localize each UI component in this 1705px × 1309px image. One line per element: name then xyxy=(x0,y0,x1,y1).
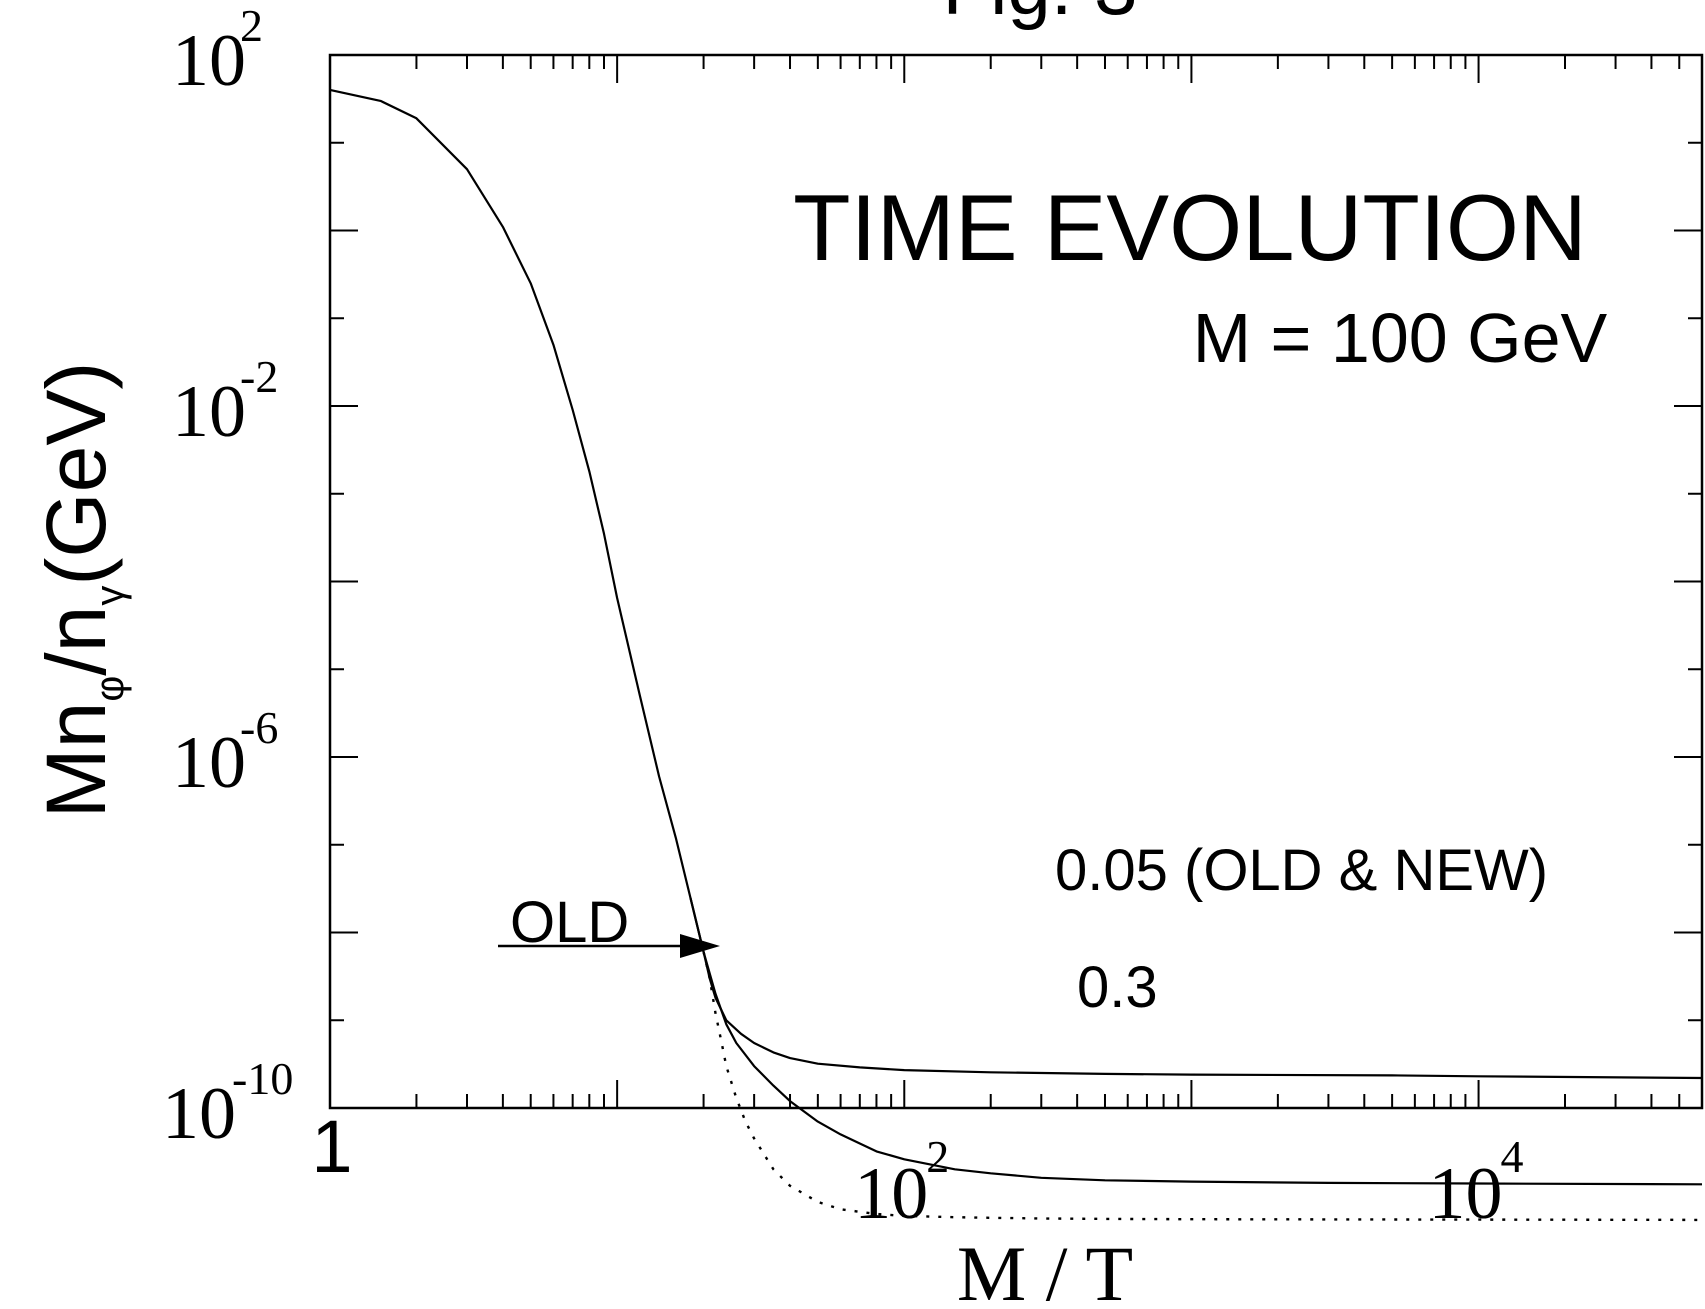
annotation-old: OLD xyxy=(510,890,629,955)
y-label-sub2: γ xyxy=(88,586,132,606)
old-arrow-head xyxy=(680,934,720,958)
chart-subtitle: M = 100 GeV xyxy=(1193,299,1608,377)
y-label-sub1: φ xyxy=(88,676,132,702)
chart-title: TIME EVOLUTION xyxy=(793,175,1587,280)
y-label-mid: /n xyxy=(29,606,123,676)
x-axis-label: M / T xyxy=(957,1230,1133,1309)
y-axis-label: Mnφ/nγ(GeV) xyxy=(29,362,132,819)
series-lines xyxy=(329,88,1703,1222)
y-tick-label-exp: -2 xyxy=(240,351,278,402)
x-tick-label: 10 xyxy=(1429,1153,1503,1235)
annotation-0-3: 0.3 xyxy=(1077,955,1158,1020)
y-tick-label: 10 xyxy=(172,722,246,804)
figure-header-fragment: Fig. 3 xyxy=(942,0,1137,31)
y-label-tail: (GeV) xyxy=(29,362,123,586)
axis-ticks xyxy=(329,54,1703,1109)
y-tick-label: 10 xyxy=(172,20,246,102)
series-line-1 xyxy=(689,897,1703,1186)
y-tick-label-exp: 2 xyxy=(240,0,263,51)
y-tick-label: 10 xyxy=(162,1073,236,1155)
y-label-main: Mn xyxy=(29,702,123,819)
y-tick-label: 10 xyxy=(172,371,246,453)
x-tick-label: 1 xyxy=(311,1105,352,1188)
x-tick-label-exp: 2 xyxy=(926,1131,949,1182)
annotation-old-new: 0.05 (OLD & NEW) xyxy=(1055,838,1548,903)
x-tick-label-exp: 4 xyxy=(1501,1131,1524,1182)
x-tick-label: 10 xyxy=(854,1153,928,1235)
y-tick-label-exp: -10 xyxy=(232,1053,293,1104)
y-tick-label-exp: -6 xyxy=(240,702,278,753)
